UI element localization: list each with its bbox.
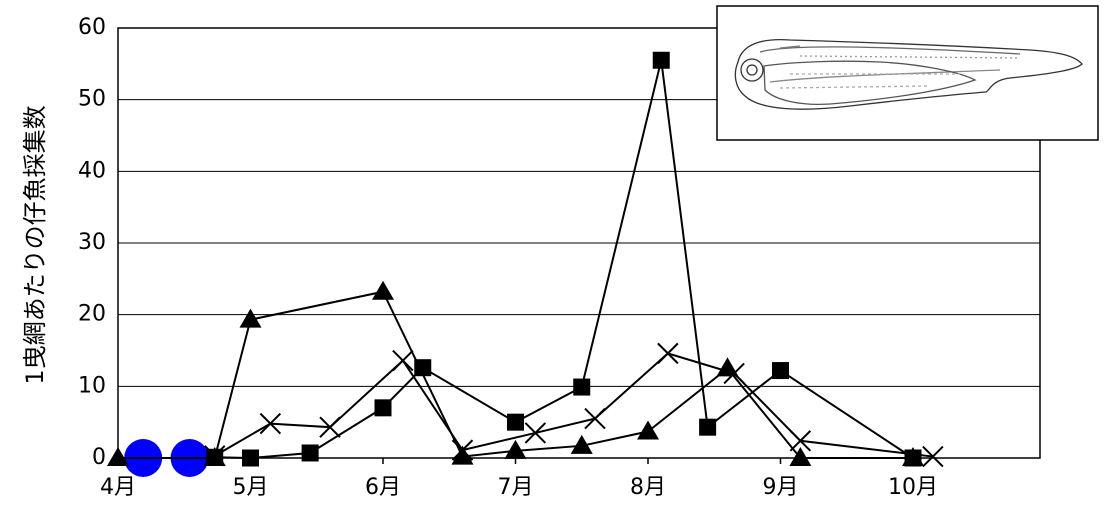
y-tick-label: 30 <box>78 230 106 255</box>
data-point-triangle <box>451 445 474 465</box>
data-point-square <box>573 378 591 396</box>
data-point-square <box>772 362 789 380</box>
data-point-square <box>699 418 717 436</box>
x-tick-labels: 4月 5月 6月 7月 8月 9月 10月 <box>100 458 938 500</box>
fish-larva-icon <box>734 38 1083 110</box>
x-tick-label: 9月 <box>763 475 799 500</box>
data-point-cross <box>259 412 282 435</box>
y-tick-label: 10 <box>78 373 106 398</box>
x-tick-label: 7月 <box>498 475 534 500</box>
data-point-cross <box>723 362 745 385</box>
data-point-cross <box>584 407 606 430</box>
y-axis-label: 1曳網あたりの仔魚採集数 <box>21 105 49 384</box>
y-tick-labels: 0 10 20 30 40 50 60 <box>78 15 106 470</box>
series-square <box>206 51 922 467</box>
y-tick-label: 0 <box>92 445 106 470</box>
y-tick-label: 60 <box>78 15 106 40</box>
data-point-cross <box>392 349 414 372</box>
plot-frame <box>117 27 1041 459</box>
data-point-cross <box>789 430 812 452</box>
data-point-triangle <box>372 280 394 300</box>
data-point-square <box>374 399 392 417</box>
series-cross <box>204 342 944 468</box>
data-point-triangle <box>789 447 812 466</box>
data-point-cross <box>524 422 547 444</box>
data-point-triangle <box>637 420 659 440</box>
data-series <box>107 51 944 477</box>
x-tick-label: 8月 <box>630 475 666 500</box>
x-tick-label: 10月 <box>888 475 938 500</box>
x-tick-label: 6月 <box>365 475 401 500</box>
y-tick-label: 20 <box>78 302 106 327</box>
data-point-cross <box>204 445 226 467</box>
larva-illustration-inset <box>716 5 1099 141</box>
x-tick-label: 5月 <box>233 475 269 500</box>
data-point-square <box>652 51 670 69</box>
data-point-square <box>301 444 319 462</box>
y-tick-label: 50 <box>78 87 106 112</box>
x-tick-label: 4月 <box>100 475 136 500</box>
data-point-triangle <box>239 308 262 328</box>
data-point-triangle <box>504 439 527 459</box>
data-point-cross <box>319 416 341 438</box>
data-point-cross <box>657 342 679 365</box>
data-point-square <box>507 413 524 431</box>
data-point-square <box>414 359 432 377</box>
data-point-triangle <box>570 434 593 454</box>
data-point-cross <box>922 445 944 468</box>
y-tick-label: 40 <box>78 158 106 183</box>
data-point-cross <box>451 439 474 461</box>
